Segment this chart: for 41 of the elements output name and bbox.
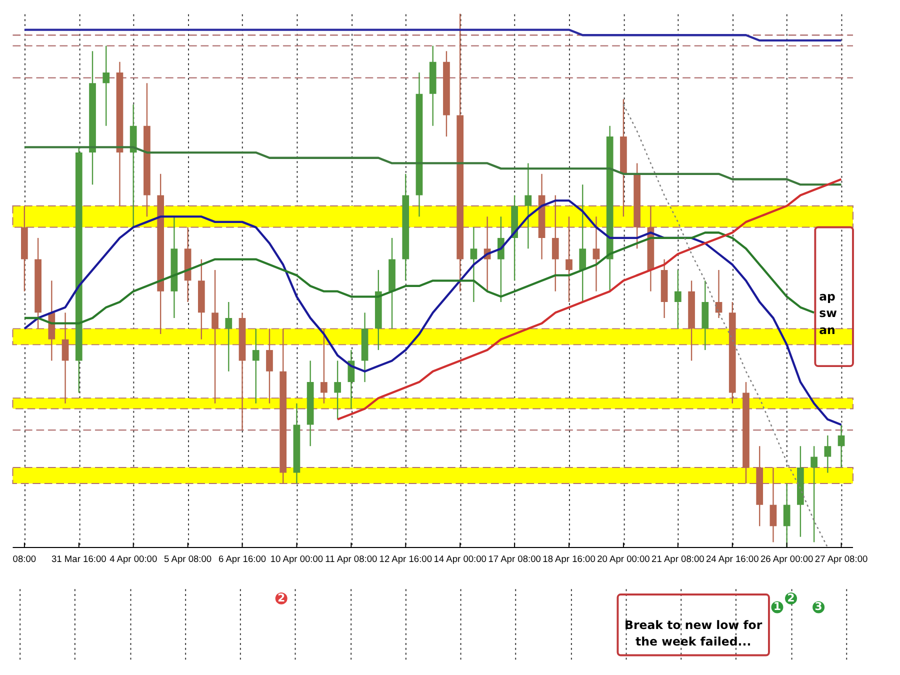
x-tick-label: 20 Apr 00:00 (597, 554, 650, 564)
x-tick-label: 31 Mar 16:00 (51, 554, 106, 564)
x-tick-label: 14 Apr 00:00 (434, 554, 486, 564)
candlestick (524, 162, 532, 250)
x-tick-label: 08:00 (12, 554, 36, 564)
candlestick (320, 328, 328, 404)
text: 2 (787, 591, 795, 604)
x-tick-label: 17 Apr 08:00 (488, 554, 541, 564)
x-tick-label: 4 Apr 00:00 (110, 554, 158, 564)
x-tick-label: 6 Apr 16:00 (218, 554, 266, 564)
candlestick (334, 360, 341, 420)
candlestick (770, 466, 777, 543)
text: Break to new low for the week failed... (624, 618, 762, 648)
candlestick (212, 269, 218, 404)
candlestick (470, 226, 478, 303)
candlestick (266, 328, 273, 404)
candlestick (838, 424, 845, 468)
candlestick (62, 312, 69, 404)
x-tick-label: 5 Apr 08:00 (164, 554, 212, 564)
candlestick (225, 301, 232, 372)
text: 2 (278, 591, 286, 604)
x-tick-label: 11 Apr 08:00 (325, 554, 378, 564)
x-tick-label: 18 Apr 16:00 (542, 554, 596, 564)
x-tick-label: 10 Apr 00:00 (270, 554, 324, 564)
candlestick (552, 194, 559, 292)
x-tick-label: 24 Apr 16:00 (706, 554, 759, 564)
candlestick (824, 434, 832, 474)
candlestick (592, 216, 600, 292)
text: 3 (814, 600, 822, 614)
candlestick (348, 349, 355, 410)
candlestick (102, 45, 110, 126)
text: 1 (773, 600, 781, 614)
candlestick (566, 216, 572, 303)
candlestick (579, 184, 586, 303)
x-tick-label: 12 Apr 16:00 (379, 554, 432, 564)
candlestick (252, 328, 260, 404)
x-tick-label: 27 Apr 08:00 (814, 554, 868, 564)
x-tick-label: 26 Apr 00:00 (760, 554, 814, 564)
candlestick (674, 269, 682, 330)
x-tick-label: 21 Apr 08:00 (652, 554, 704, 564)
candlestick (810, 446, 818, 543)
